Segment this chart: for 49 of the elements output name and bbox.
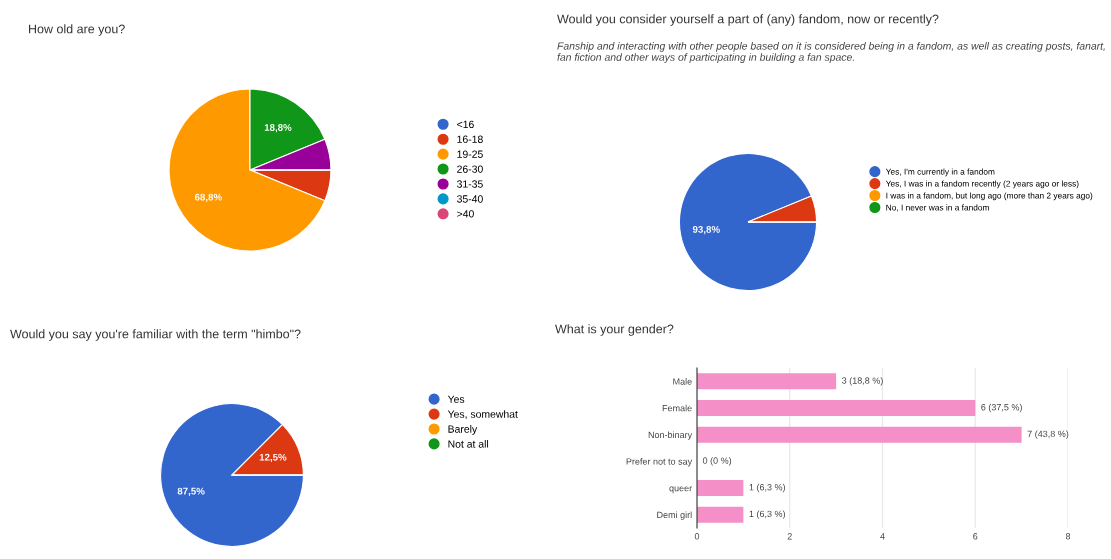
chart-title: Would you say you're familiar with the term "himbo"?	[10, 329, 301, 341]
y-tick-label: Non-binary	[648, 431, 693, 440]
bar	[697, 373, 837, 390]
legend-label: 16-18	[457, 135, 483, 143]
data-label: 0 (0 %)	[702, 457, 732, 466]
data-label: 93,8%	[692, 225, 720, 235]
data-label: 12,5%	[259, 453, 287, 463]
bar	[697, 480, 744, 496]
legend-label: Yes, I'm currently in a fandom	[885, 168, 995, 177]
data-label: 1 (6,3 %)	[749, 510, 785, 519]
legend-label: No, I never was in a fandom	[886, 204, 989, 212]
legend-label: 26-30	[457, 165, 483, 173]
bar	[697, 400, 976, 416]
legend-label: Not at all	[448, 440, 489, 448]
data-label: 68,8%	[194, 193, 222, 202]
data-label: 7 (43,8 %)	[1027, 430, 1069, 439]
pie-slice	[678, 152, 818, 292]
legend-label: >40	[457, 210, 474, 218]
x-tick-label: 6	[973, 533, 978, 540]
bar	[697, 426, 1022, 443]
y-tick-label: queer	[669, 486, 692, 494]
legend-label: Yes, somewhat	[447, 410, 518, 420]
chart-title: What is your gender?	[555, 324, 674, 336]
data-label: 18,8%	[264, 124, 292, 133]
y-tick-label: Male	[673, 378, 692, 385]
legend-label: 35-40	[457, 195, 483, 203]
x-tick-label: 8	[1065, 533, 1071, 540]
chart-title: Would you consider yourself a part of (any) fandom, now or recently?	[557, 14, 939, 26]
data-label: 3 (18,8 %)	[842, 377, 883, 386]
legend-label: Barely	[448, 425, 478, 435]
y-tick-label: Female	[662, 404, 692, 412]
data-label: 1 (6,3 %)	[749, 483, 785, 493]
chart-title: How old are you?	[29, 24, 125, 36]
legend-label: I was in a fandom, but long ago (more than 2 years ago)	[886, 192, 1093, 201]
x-tick-label: 0	[694, 533, 700, 540]
legend-label: Yes, I was in a fandom recently (2 years ago or less)	[885, 180, 1079, 189]
legend-label: 31-35	[457, 180, 483, 188]
chart-subtitle: Fanship and interacting with other people based on it is considered being in a fandom, as well as creating posts, fanart, fan fiction and other ways of participating in building a fan space.	[557, 42, 1105, 63]
data-label: 87,5%	[177, 487, 205, 496]
data-label: 6 (37,5 %)	[981, 403, 1022, 413]
x-tick-label: 4	[880, 533, 885, 540]
legend-label: 19-25	[457, 150, 483, 158]
legend-label: <16	[457, 120, 474, 129]
y-tick-label: Demi girl	[657, 511, 692, 520]
pie-slice	[160, 403, 304, 547]
bar	[697, 506, 744, 523]
y-tick-label: Prefer not to say	[626, 458, 693, 467]
x-tick-label: 2	[787, 533, 792, 540]
legend-label: Yes	[447, 395, 465, 403]
